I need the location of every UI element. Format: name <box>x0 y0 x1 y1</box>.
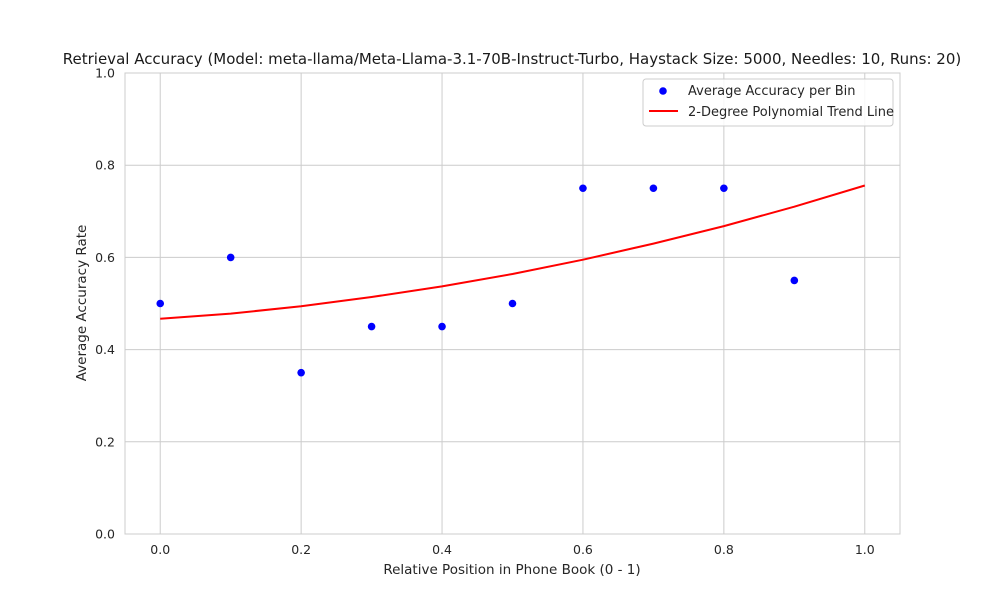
y-axis-label: Average Accuracy Rate <box>74 225 90 382</box>
x-axis-label: Relative Position in Phone Book (0 - 1) <box>383 562 640 578</box>
x-tick-labels: 0.0 0.2 0.4 0.6 0.8 1.0 <box>150 542 874 557</box>
x-tick-label: 0.4 <box>432 542 452 557</box>
legend-label-scatter: Average Accuracy per Bin <box>688 84 856 99</box>
x-tick-label: 0.6 <box>573 542 593 557</box>
y-tick-label: 0.4 <box>95 342 115 357</box>
scatter-point <box>508 299 517 308</box>
scatter-point <box>367 322 376 331</box>
scatter-point <box>156 299 165 308</box>
legend: Average Accuracy per Bin 2-Degree Polyno… <box>642 78 894 127</box>
trend-line <box>160 184 866 320</box>
plot-frame <box>124 72 901 535</box>
scatter-point <box>438 322 446 331</box>
y-tick-labels: 0.0 0.2 0.4 0.6 0.8 1.0 <box>95 66 115 542</box>
y-tick-label: 0.6 <box>95 250 115 265</box>
legend-label-line: 2-Degree Polynomial Trend Line <box>688 105 894 120</box>
y-tick-label: 0.0 <box>95 527 115 542</box>
x-tick-label: 0.0 <box>150 542 170 557</box>
chart-title: Retrieval Accuracy (Model: meta-llama/Me… <box>63 50 961 68</box>
points-layer <box>156 184 799 377</box>
x-tick-label: 0.8 <box>714 542 734 557</box>
x-tick-label: 1.0 <box>855 542 875 557</box>
scatter-point <box>579 184 587 193</box>
legend-marker-scatter <box>659 87 667 95</box>
scatter-point <box>649 184 658 193</box>
scatter-point <box>790 276 799 285</box>
legend-box <box>642 78 894 127</box>
y-tick-label: 1.0 <box>95 66 115 81</box>
scatter-point <box>297 368 305 377</box>
scatter-point <box>226 253 235 262</box>
y-tick-label: 0.2 <box>95 434 115 449</box>
x-tick-label: 0.2 <box>291 542 311 557</box>
y-tick-label: 0.8 <box>95 158 115 173</box>
scatter-point <box>720 184 728 193</box>
trend-layer <box>160 184 866 320</box>
